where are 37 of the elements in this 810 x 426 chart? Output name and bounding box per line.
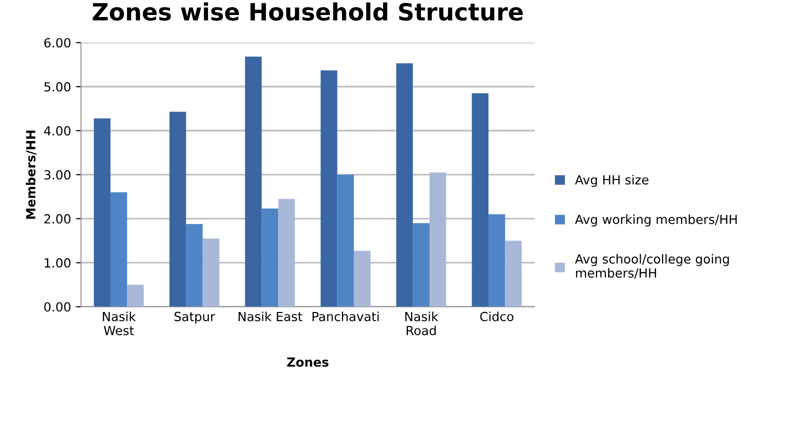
y-axis-title: Members/HH (26, 130, 36, 219)
x-axis-title: Zones (287, 358, 328, 367)
bar (412, 223, 430, 307)
y-tick-label: 6.00 (44, 38, 70, 48)
x-tick-label: Panchavati (312, 312, 379, 322)
x-tick-label: Nasik West (102, 312, 136, 336)
bar (127, 284, 144, 307)
y-tick-label: 2.00 (44, 214, 70, 224)
bar (320, 70, 338, 307)
x-tick-label: Nasik Road (405, 312, 438, 336)
bar (396, 63, 413, 307)
y-tick-label: 1.00 (44, 258, 70, 268)
y-tick-label: 5.00 (44, 82, 70, 92)
bar (202, 238, 220, 307)
legend-label: Avg working members/HH (575, 214, 737, 227)
bar (169, 112, 186, 307)
bar (337, 174, 354, 307)
bar (278, 198, 295, 307)
x-tick-label: Cidco (480, 312, 514, 322)
y-tick-label: 4.00 (44, 126, 70, 136)
bar (430, 172, 446, 307)
bar (488, 214, 506, 307)
legend-label: Avg HH size (575, 174, 648, 187)
x-tick-label: Satpur (174, 312, 216, 324)
bar (110, 192, 128, 307)
bar (94, 118, 110, 307)
chart-title: Zones wise Household Structure (92, 2, 523, 21)
legend-label: Avg school/college going members/HH (575, 254, 729, 279)
y-tick-label: 3.00 (44, 170, 70, 180)
y-tick-label: 0.00 (44, 302, 70, 312)
bar (472, 93, 488, 307)
bar (505, 240, 522, 307)
x-tick-label: Nasik East (238, 312, 302, 322)
bar (245, 56, 262, 307)
bar (354, 250, 371, 307)
bar (262, 208, 278, 307)
bar (186, 224, 203, 307)
